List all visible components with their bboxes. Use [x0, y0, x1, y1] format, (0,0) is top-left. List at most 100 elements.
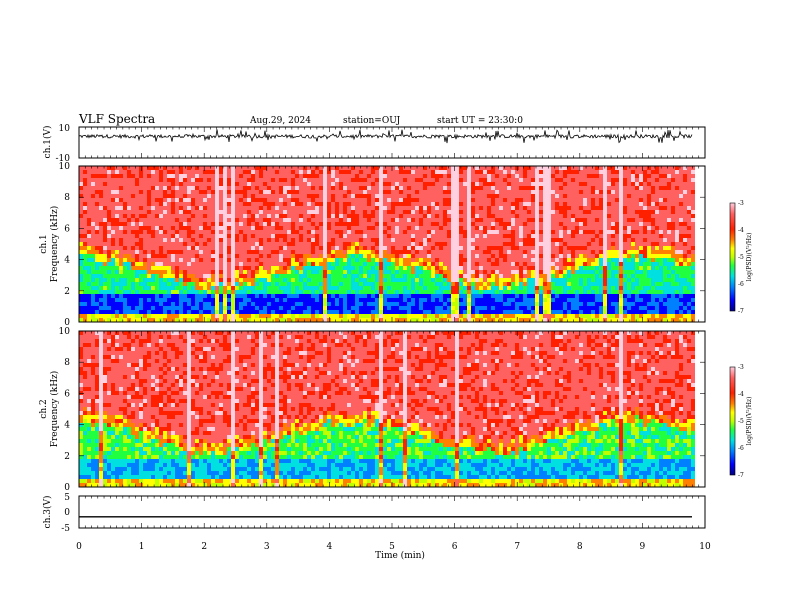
spectrogram-cell — [479, 194, 483, 198]
spectrogram-cell — [483, 290, 487, 294]
spectrogram-cell — [87, 186, 91, 190]
spectrogram-cell — [351, 298, 355, 302]
spectrogram-cell — [187, 274, 191, 278]
spectrogram-cell — [235, 282, 239, 286]
spectrogram-cell — [507, 222, 511, 226]
spectrogram-cell — [255, 194, 259, 198]
spectrogram-cell — [187, 282, 191, 286]
spectrogram-cell — [539, 262, 543, 266]
spectrogram-cell — [375, 202, 379, 206]
spectrogram-cell — [267, 234, 271, 238]
spectrogram-cell — [507, 282, 511, 286]
spectrogram-cell — [375, 198, 379, 202]
spectrogram-cell — [431, 198, 435, 202]
spectrogram-cell — [271, 206, 275, 210]
spectrogram-cell — [403, 170, 407, 174]
spectrogram-cell — [375, 278, 379, 282]
spectrogram-cell — [487, 294, 491, 298]
spectrogram-cell — [311, 190, 315, 194]
spectrogram-cell — [551, 222, 555, 226]
spectrogram-cell — [487, 274, 491, 278]
spectrogram-cell — [175, 230, 179, 234]
spectrogram-cell — [387, 250, 391, 254]
spectrogram-cell — [459, 290, 463, 294]
spectrogram-cell — [127, 258, 131, 262]
spectrogram-cell — [199, 194, 203, 198]
spectrogram-cell — [271, 294, 275, 298]
spectrogram-cell — [491, 266, 495, 270]
spectrogram-cell — [331, 298, 335, 302]
spectrogram-cell — [271, 302, 275, 306]
spectrogram-cell — [191, 218, 195, 222]
spectrogram-cell — [535, 302, 539, 306]
spectrogram-cell — [563, 314, 567, 318]
spectrogram-cell — [211, 262, 215, 266]
spectrogram-cell — [107, 254, 111, 258]
spectrogram-cell — [567, 170, 571, 174]
spectrogram-cell — [151, 246, 155, 250]
spectrogram-cell — [467, 286, 471, 290]
spectrogram-cell — [507, 294, 511, 298]
spectrogram-cell — [391, 314, 395, 318]
spectrogram-cell — [95, 194, 99, 198]
spectrogram-cell — [163, 210, 167, 214]
spectrogram-cell — [455, 178, 459, 182]
spectrogram-cell — [391, 238, 395, 242]
spectrogram-cell — [551, 186, 555, 190]
spectrogram-cell — [559, 254, 563, 258]
spectrogram-cell — [159, 278, 163, 282]
spectrogram-cell — [87, 242, 91, 246]
spectrogram-cell — [263, 182, 267, 186]
spectrogram-cell — [399, 286, 403, 290]
spectrogram-cell — [99, 290, 103, 294]
spectrogram-cell — [171, 254, 175, 258]
spectrogram-cell — [115, 286, 119, 290]
spectrogram-cell — [131, 298, 135, 302]
spectrogram-cell — [227, 174, 231, 178]
spectrogram-cell — [439, 190, 443, 194]
spectrogram-cell — [243, 242, 247, 246]
spectrogram-cell — [315, 310, 319, 314]
spectrogram-cell — [439, 294, 443, 298]
spectrogram-cell — [427, 214, 431, 218]
spectrogram-cell — [199, 250, 203, 254]
spectrogram-cell — [395, 230, 399, 234]
spectrogram-cell — [163, 254, 167, 258]
spectrogram-cell — [343, 190, 347, 194]
spectrogram-cell — [323, 166, 327, 170]
spectrogram-cell — [155, 294, 159, 298]
spectrogram-cell — [303, 298, 307, 302]
spectrogram-cell — [543, 258, 547, 262]
spectrogram-cell — [215, 238, 219, 242]
spectrogram-cell — [95, 266, 99, 270]
spectrogram-cell — [435, 274, 439, 278]
spectrogram-cell — [371, 198, 375, 202]
spectrogram-cell — [159, 266, 163, 270]
spectrogram-cell — [279, 306, 283, 310]
spectrogram-cell — [511, 234, 515, 238]
spectrogram-cell — [347, 314, 351, 318]
spectrogram-cell — [411, 182, 415, 186]
spectrogram-cell — [159, 302, 163, 306]
spectrogram-cell — [263, 238, 267, 242]
spectrogram-cell — [403, 310, 407, 314]
spectrogram-cell — [463, 278, 467, 282]
spectrogram-cell — [447, 286, 451, 290]
spectrogram-cell — [415, 314, 419, 318]
spectrogram-cell — [479, 290, 483, 294]
spectrogram-cell — [411, 186, 415, 190]
spectrogram-cell — [287, 250, 291, 254]
spectrogram-cell — [519, 302, 523, 306]
spectrogram-cell — [119, 198, 123, 202]
spectrogram-cell — [551, 230, 555, 234]
spectrogram-cell — [499, 218, 503, 222]
spectrogram-cell — [423, 242, 427, 246]
spectrogram-cell — [175, 314, 179, 318]
spectrogram-cell — [531, 226, 535, 230]
spectrogram-cell — [351, 222, 355, 226]
spectrogram-cell — [451, 250, 455, 254]
spectrogram-cell — [111, 262, 115, 266]
spectrogram-cell — [403, 278, 407, 282]
spectrogram-cell — [163, 222, 167, 226]
